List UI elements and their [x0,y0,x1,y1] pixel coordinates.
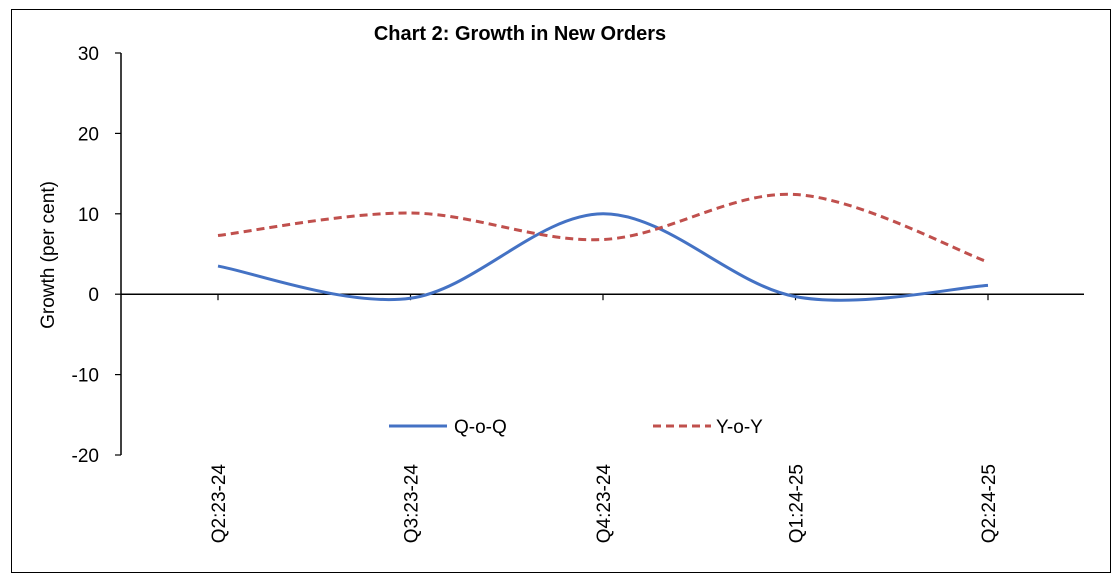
x-tick-label: Q3:23-24 [402,464,423,544]
y-tick-label: 30 [78,44,99,65]
x-axis-ticks: Q2:23-24 Q3:23-24 Q4:23-24 Q1:24-25 Q2:24-25 [209,294,1000,543]
x-tick-label: Q4:23-24 [594,464,615,544]
chart-title: Chart 2: Growth in New Orders [374,23,666,45]
y-tick-label: 10 [78,205,99,226]
legend-label: Q-o-Q [454,417,507,438]
x-tick-label: Q1:24-25 [787,464,808,543]
legend-label: Y-o-Y [716,417,763,438]
series-layer [217,192,989,302]
series-line-q-o-q [217,212,989,302]
y-tick-label: -10 [72,366,99,387]
chart-frame [11,9,1111,573]
x-tick-label: Q2:23-24 [209,464,230,544]
y-axis-ticks: -20 -10 0 10 20 30 [72,44,121,467]
y-tick-label: 20 [78,124,99,145]
y-axis-title: Growth (per cent) [38,181,59,329]
legend: Q-o-Q Y-o-Y [389,417,763,438]
series-line-y-o-y [217,192,989,264]
y-tick-label: -20 [72,446,99,467]
x-tick-label: Q2:24-25 [979,464,1000,543]
y-tick-label: 0 [88,285,99,306]
